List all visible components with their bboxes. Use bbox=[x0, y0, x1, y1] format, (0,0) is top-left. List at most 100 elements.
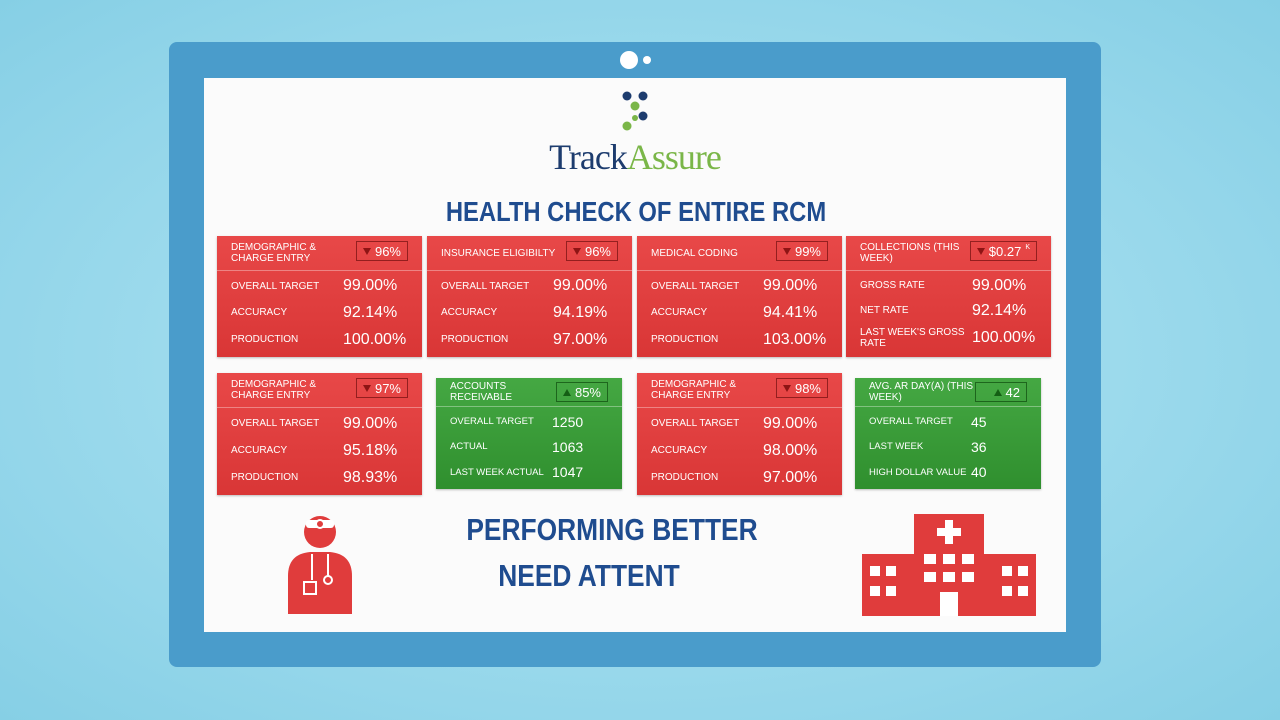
trend-arrow bbox=[362, 384, 371, 392]
card-row: OVERALL TARGET 99.00% bbox=[637, 415, 842, 433]
trend-arrow bbox=[362, 247, 371, 255]
card-row: OVERALL TARGET 99.00% bbox=[217, 277, 422, 295]
row-value: 1250 bbox=[552, 413, 584, 430]
badge-value: 96% bbox=[374, 243, 401, 259]
page-title: HEALTH CHECK OF ENTIRE RCM bbox=[445, 196, 827, 227]
sensor bbox=[643, 56, 651, 64]
card-row: OVERALL TARGET 1250 bbox=[436, 414, 622, 430]
camera bbox=[620, 51, 638, 69]
doctor-icon bbox=[288, 516, 352, 614]
metric-card: MEDICAL CODING 99% OVERALL TARGET 99.00% ACC… bbox=[637, 236, 842, 357]
trend-arrow bbox=[993, 388, 1002, 396]
row-label: PRODUCTION bbox=[651, 334, 719, 346]
trend-arrow bbox=[782, 384, 791, 392]
brand-name: TrackAssure bbox=[430, 136, 840, 178]
row-label: ACCURACY bbox=[231, 445, 288, 456]
card-row: OVERALL TARGET 99.00% bbox=[217, 415, 422, 433]
legend-text: NEED ATTENT bbox=[498, 558, 680, 593]
card-badge: 98% bbox=[775, 378, 828, 398]
row-value: 97.00% bbox=[553, 330, 608, 348]
card-row: OVERALL TARGET 99.00% bbox=[427, 277, 632, 295]
row-label: ACCURACY bbox=[231, 307, 288, 319]
card-rows: OVERALL TARGET 99.00% ACCURACY 94.19% PRODUC… bbox=[427, 271, 632, 357]
card-title: DEMOGRAPHIC & CHARGE ENTRY bbox=[231, 379, 317, 401]
row-label: PRODUCTION bbox=[231, 334, 299, 346]
badge-value: 98% bbox=[794, 380, 821, 396]
logo-icon bbox=[622, 91, 648, 131]
legend-text: PERFORMING BETTER bbox=[466, 512, 758, 547]
card-header: AVG. AR DAY(A) (THIS WEEK) 42 bbox=[855, 378, 1041, 407]
metric-card: AVG. AR DAY(A) (THIS WEEK) 42 OVERALL TARG… bbox=[855, 378, 1041, 489]
badge-value: 97% bbox=[374, 380, 401, 396]
card-row: PRODUCTION 97.00% bbox=[427, 331, 632, 349]
card-row: OVERALL TARGET 99.00% bbox=[637, 277, 842, 295]
row-value: 100.00% bbox=[343, 330, 407, 348]
badge-value: 99% bbox=[794, 243, 821, 259]
row-value: 1047 bbox=[552, 464, 584, 481]
card-row: GROSS RATE 99.00% bbox=[846, 277, 1051, 295]
card-rows: OVERALL TARGET 99.00% ACCURACY 94.41% PRODUC… bbox=[637, 271, 842, 357]
card-row: ACTUAL 1063 bbox=[436, 439, 622, 455]
trend-arrow bbox=[562, 388, 571, 396]
card-row: PRODUCTION 100.00% bbox=[217, 331, 422, 349]
card-header: DEMOGRAPHIC & CHARGE ENTRY 97% bbox=[217, 373, 422, 408]
card-row: ACCURACY 94.19% bbox=[427, 304, 632, 322]
card-title: DEMOGRAPHIC & CHARGE ENTRY bbox=[231, 242, 317, 264]
card-badge: 97% bbox=[355, 378, 408, 398]
card-header: DEMOGRAPHIC & CHARGE ENTRY 96% bbox=[217, 236, 422, 271]
card-title: MEDICAL CODING bbox=[651, 247, 738, 259]
hospital-icon bbox=[862, 514, 1036, 616]
metric-card: COLLECTIONS (THIS WEEK) $0.27 K GROSS RATE 9… bbox=[846, 236, 1051, 357]
card-header: ACCOUNTS RECEIVABLE 85% bbox=[436, 378, 622, 407]
row-value: 100.00% bbox=[972, 329, 1036, 347]
card-header: MEDICAL CODING 99% bbox=[637, 236, 842, 271]
card-header: COLLECTIONS (THIS WEEK) $0.27 K bbox=[846, 236, 1051, 271]
row-label: OVERALL TARGET bbox=[450, 416, 534, 428]
card-rows: OVERALL TARGET 1250 ACTUAL 1063 LAST WEEK AC… bbox=[436, 407, 622, 489]
row-label: OVERALL TARGET bbox=[869, 416, 953, 428]
row-value: 95.18% bbox=[343, 441, 398, 459]
row-value: 92.14% bbox=[972, 301, 1027, 319]
row-value: 45 bbox=[971, 413, 987, 430]
row-label: ACTUAL bbox=[450, 441, 488, 453]
row-value: 103.00% bbox=[763, 330, 827, 348]
card-row: ACCURACY 92.14% bbox=[217, 304, 422, 322]
row-value: 94.41% bbox=[763, 303, 818, 321]
card-row: NET RATE 92.14% bbox=[846, 302, 1051, 320]
card-header: INSURANCE ELIGIBILTY 96% bbox=[427, 236, 632, 271]
row-label: PRODUCTION bbox=[651, 472, 719, 483]
row-label: GROSS RATE bbox=[860, 280, 925, 292]
row-label: OVERALL TARGET bbox=[231, 418, 320, 429]
trend-arrow bbox=[782, 247, 791, 255]
row-value: 36 bbox=[971, 438, 987, 455]
row-value: 98.00% bbox=[763, 441, 818, 459]
row-label: HIGH DOLLAR VALUE bbox=[869, 466, 967, 478]
badge-value: 42 bbox=[1005, 384, 1020, 400]
row-value: 99.00% bbox=[972, 276, 1027, 294]
trend-arrow bbox=[976, 247, 985, 255]
card-row: ACCURACY 95.18% bbox=[217, 442, 422, 460]
row-label: OVERALL TARGET bbox=[651, 280, 740, 292]
row-value: 99.00% bbox=[763, 414, 818, 432]
row-label: LAST WEEK ACTUAL bbox=[450, 466, 544, 478]
metric-card: DEMOGRAPHIC & CHARGE ENTRY 97% OVERALL TAR… bbox=[217, 373, 422, 495]
card-rows: OVERALL TARGET 99.00% ACCURACY 92.14% PRODUC… bbox=[217, 271, 422, 357]
badge-value: 85% bbox=[574, 384, 601, 400]
card-badge: $0.27 K bbox=[969, 241, 1037, 261]
card-row: OVERALL TARGET 45 bbox=[855, 414, 1041, 430]
trend-arrow bbox=[572, 247, 581, 255]
card-row: LAST WEEK ACTUAL 1047 bbox=[436, 464, 622, 480]
row-value: 99.00% bbox=[343, 277, 398, 295]
metric-card: ACCOUNTS RECEIVABLE 85% OVERALL TARGET 1250… bbox=[436, 378, 622, 489]
card-rows: OVERALL TARGET 99.00% ACCURACY 95.18% PRODUC… bbox=[217, 408, 422, 495]
card-row: PRODUCTION 103.00% bbox=[637, 331, 842, 349]
card-rows: OVERALL TARGET 45 LAST WEEK 36 HIGH DOLLAR V… bbox=[855, 407, 1041, 489]
card-row: HIGH DOLLAR VALUE 40 bbox=[855, 464, 1041, 480]
card-badge: 42 bbox=[975, 382, 1027, 402]
card-header: DEMOGRAPHIC & CHARGE ENTRY 98% bbox=[637, 373, 842, 408]
card-rows: GROSS RATE 99.00% NET RATE 92.14% LAST WEEK'… bbox=[846, 271, 1051, 357]
card-title: ACCOUNTS RECEIVABLE bbox=[450, 381, 513, 403]
card-row: ACCURACY 94.41% bbox=[637, 304, 842, 322]
metric-card: DEMOGRAPHIC & CHARGE ENTRY 96% OVERALL TAR… bbox=[217, 236, 422, 357]
